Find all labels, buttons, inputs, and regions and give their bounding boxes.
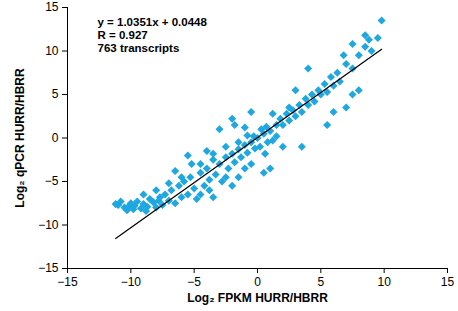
svg-text:15: 15 — [45, 0, 59, 14]
svg-text:5: 5 — [317, 275, 324, 289]
svg-text:Log₂ qPCR HURR/HBRR: Log₂ qPCR HURR/HBRR — [13, 68, 27, 208]
svg-text:−15: −15 — [57, 275, 78, 289]
svg-text:5: 5 — [52, 87, 59, 101]
svg-text:0: 0 — [52, 131, 59, 145]
svg-text:−5: −5 — [45, 174, 59, 188]
svg-text:10: 10 — [377, 275, 391, 289]
svg-text:−10: −10 — [38, 218, 59, 232]
svg-text:−5: −5 — [187, 275, 201, 289]
svg-text:Log₂ FPKM HURR/HBRR: Log₂ FPKM HURR/HBRR — [187, 291, 328, 305]
svg-text:R = 0.927: R = 0.927 — [98, 29, 148, 41]
svg-text:0: 0 — [254, 275, 261, 289]
svg-text:−15: −15 — [38, 261, 59, 275]
svg-text:10: 10 — [45, 44, 59, 58]
svg-text:−10: −10 — [121, 275, 142, 289]
svg-text:y = 1.0351x + 0.0448: y = 1.0351x + 0.0448 — [98, 16, 208, 28]
svg-text:15: 15 — [441, 275, 455, 289]
svg-text:763 transcripts: 763 transcripts — [98, 42, 180, 54]
